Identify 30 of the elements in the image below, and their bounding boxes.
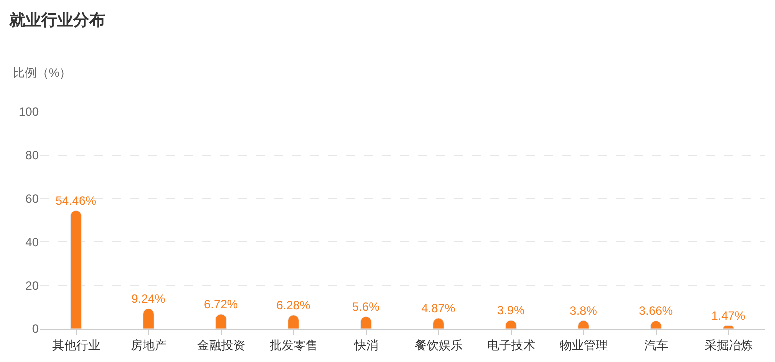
data-label: 54.46% <box>56 194 97 208</box>
x-tick-label: 其他行业 <box>52 338 100 352</box>
data-label: 6.28% <box>276 298 311 312</box>
y-tick-label: 80 <box>26 148 40 163</box>
data-label: 4.87% <box>422 301 456 316</box>
y-axis-title: 比例（%） <box>13 66 72 80</box>
bar <box>70 210 82 329</box>
bar <box>143 308 154 329</box>
y-tick-label: 0 <box>32 322 40 336</box>
data-label: 1.47% <box>712 308 746 323</box>
data-label: 3.66% <box>639 304 674 318</box>
data-label: 6.72% <box>204 297 238 312</box>
x-tick-label: 采掘冶炼 <box>704 338 753 352</box>
x-tick-label: 电子技术 <box>487 338 536 352</box>
x-tick-label: 汽车 <box>644 338 668 352</box>
y-tick-label: 100 <box>18 105 40 120</box>
x-tick-label: 餐饮娱乐 <box>414 338 463 352</box>
y-tick-label: 60 <box>26 192 40 206</box>
x-tick-label: 金融投资 <box>197 338 246 352</box>
x-tick-label: 快消 <box>353 338 378 352</box>
y-tick-label: 40 <box>26 235 40 250</box>
x-tick-label: 物业管理 <box>560 338 608 352</box>
data-label: 9.24% <box>132 292 166 306</box>
data-label: 5.6% <box>352 300 380 314</box>
x-tick-label: 批发零售 <box>270 338 318 352</box>
data-label: 3.8% <box>570 304 598 318</box>
x-tick-label: 房地产 <box>130 338 167 352</box>
data-label: 3.9% <box>497 304 526 318</box>
y-tick-label: 20 <box>26 278 40 293</box>
chart-title: 就业行业分布 <box>8 12 106 30</box>
